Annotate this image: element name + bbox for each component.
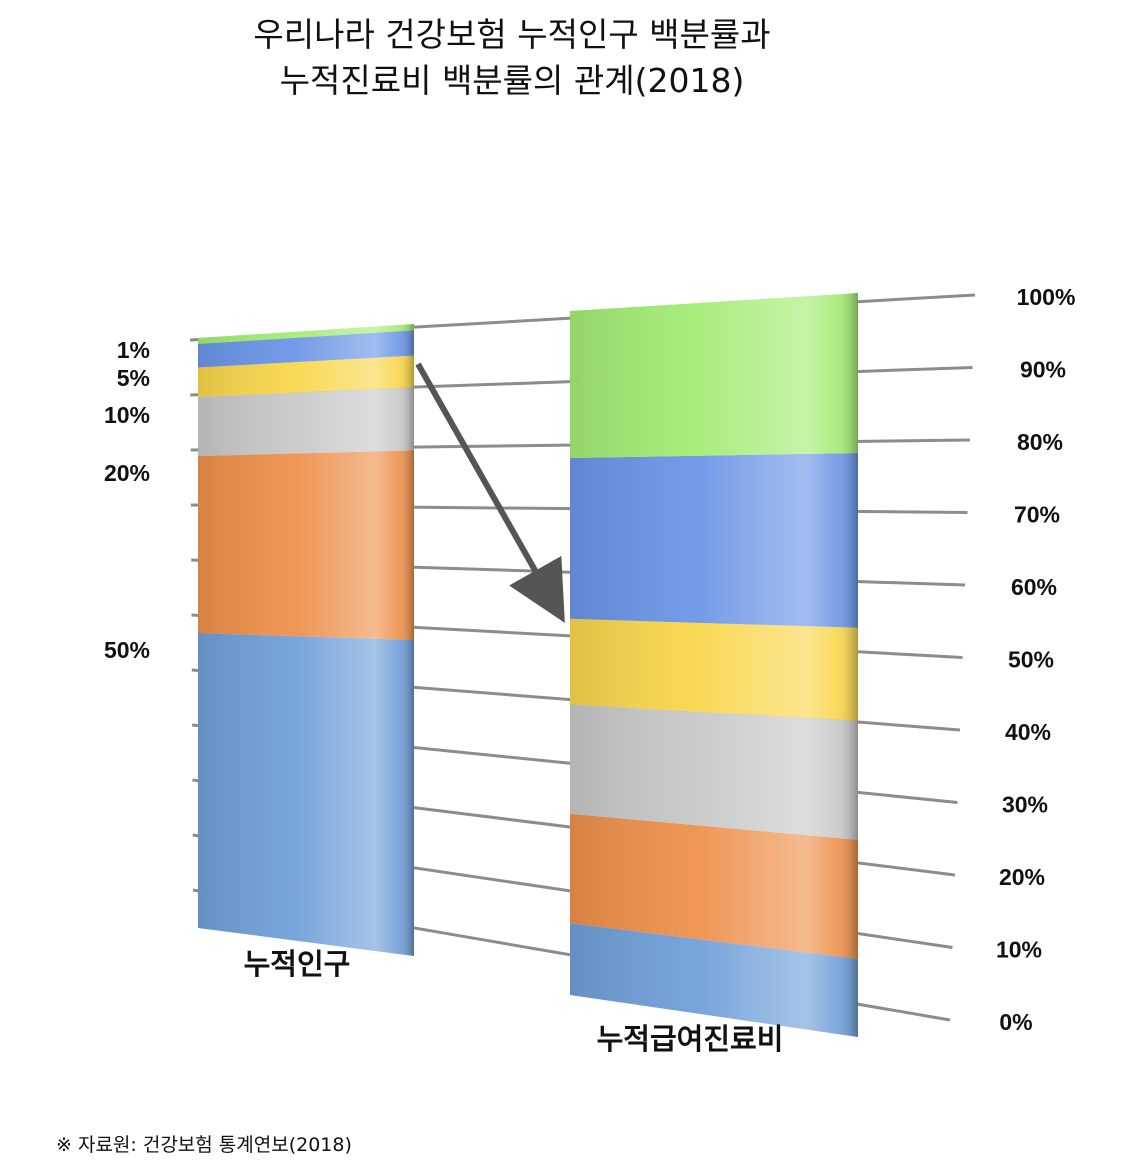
population-axis-labels: 1%5% 10% 20% 50% — [104, 337, 150, 663]
expense-axis-label: 100% — [1017, 284, 1076, 310]
expense-bar — [570, 293, 858, 1037]
expense-axis-label: 50% — [1008, 647, 1054, 673]
expense-axis-label: 40% — [1005, 719, 1051, 745]
expense-bar-label: 누적급여진료비 — [597, 1022, 784, 1056]
expense-axis-label: 0% — [999, 1009, 1032, 1035]
bar-right-shading — [570, 293, 858, 1037]
expense-axis-label: 10% — [996, 937, 1042, 963]
population-axis-label: 20% — [104, 460, 150, 486]
bar-left-shading — [198, 324, 414, 956]
population-axis-label: 10% — [104, 402, 150, 428]
population-axis-label: 1% — [117, 337, 150, 363]
expense-axis-label: 30% — [1002, 792, 1048, 818]
population-axis-label: 50% — [104, 637, 150, 663]
population-axis-label: 5% — [117, 365, 150, 391]
expense-axis-label: 80% — [1017, 429, 1063, 455]
population-bar-label: 누적인구 — [244, 947, 351, 981]
expense-axis-labels: 0% 10% 20% 30% 40% 50% 60% 70% 80% 90% 100% — [996, 284, 1075, 1035]
expense-axis-label: 70% — [1014, 502, 1060, 528]
chart-title-line2: 누적진료비 백분률의 관계(2018) — [280, 61, 745, 100]
expense-axis-label: 20% — [999, 864, 1045, 890]
chart-title-line1: 우리나라 건강보험 누적인구 백분률과 — [253, 15, 770, 54]
relation-arrow — [415, 362, 565, 623]
expense-axis-label: 90% — [1020, 357, 1066, 383]
population-bar — [198, 324, 414, 956]
source-note: ※ 자료원: 건강보험 통계연보(2018) — [56, 1134, 352, 1156]
expense-axis-label: 60% — [1011, 574, 1057, 600]
